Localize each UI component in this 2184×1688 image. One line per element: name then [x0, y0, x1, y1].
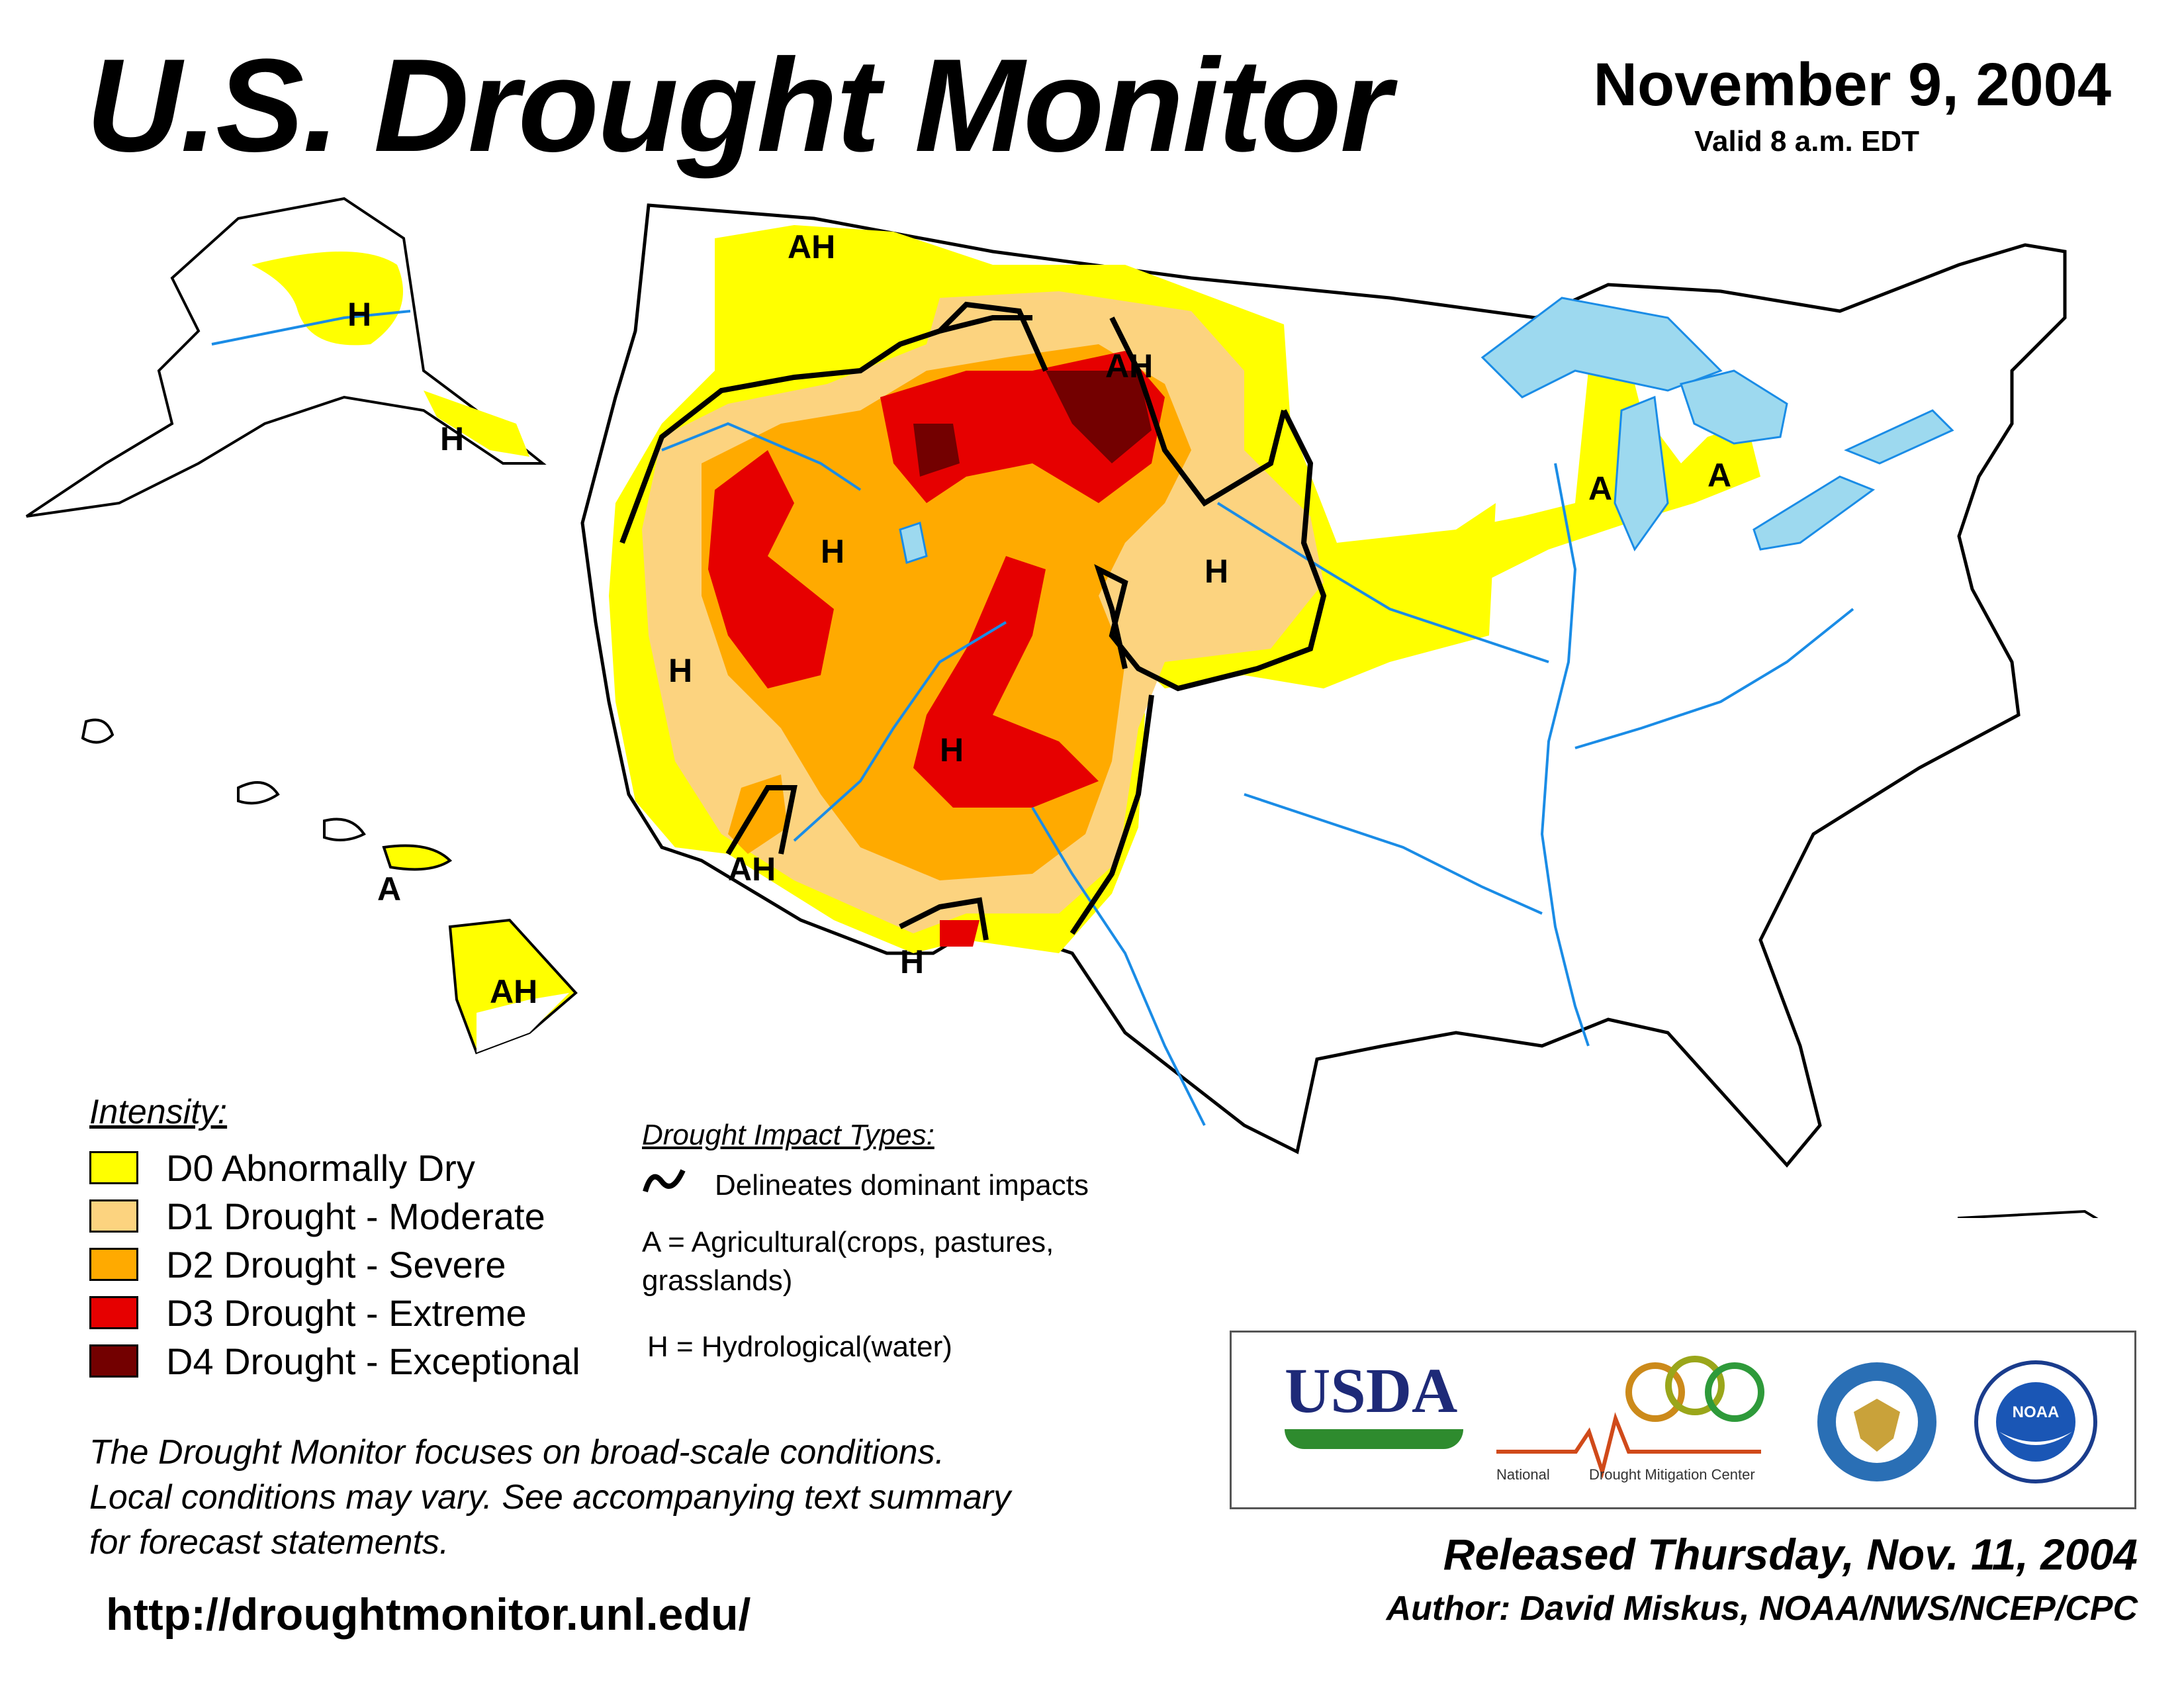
- legend-label: D3 Drought - Extreme: [166, 1291, 527, 1334]
- author: Author: David Miskus, NOAA/NWS/NCEP/CPC: [1386, 1589, 2138, 1628]
- impact-label-socal: AH: [728, 851, 776, 888]
- impact-label-wisconsin: A: [1588, 470, 1612, 507]
- impact-types-heading: Drought Impact Types:: [642, 1119, 934, 1151]
- legend-item-d2: D2 Drought - Severe: [89, 1243, 506, 1286]
- impact-label-montana-west: AH: [788, 228, 835, 265]
- commerce-seal-icon: [1817, 1362, 1936, 1481]
- impact-label-hawaii-maui: A: [377, 870, 401, 908]
- alaska: [25, 197, 547, 518]
- ndmc-logo-text: National: [1496, 1466, 1550, 1483]
- legend-swatch: [89, 1296, 138, 1329]
- release-date: Released Thursday, Nov. 11, 2004: [1443, 1530, 2138, 1579]
- impact-agricultural-cont: grasslands): [642, 1264, 793, 1297]
- impact-label-arizona: H: [940, 731, 964, 769]
- drought-areas: [609, 225, 1496, 953]
- ndmc-logo: National Drought Mitigation Center: [1496, 1356, 1764, 1483]
- legend-heading: Intensity:: [89, 1093, 228, 1131]
- legend-swatch: [89, 1199, 138, 1233]
- noaa-logo-text: NOAA: [2013, 1403, 2060, 1421]
- legend-item-d1: D1 Drought - Moderate: [89, 1195, 545, 1237]
- impact-label-idaho: H: [821, 533, 844, 570]
- impact-hydrological: H = Hydrological(water): [647, 1331, 952, 1363]
- valid-time: Valid 8 a.m. EDT: [1694, 125, 1919, 158]
- puerto-rico: [1958, 1209, 2099, 1218]
- map-title: U.S. Drought Monitor: [86, 32, 1392, 179]
- drought-map: H H A AH: [25, 197, 2099, 1218]
- legend-label: D4 Drought - Exceptional: [166, 1340, 580, 1382]
- sponsor-logos: USDA National Drought Mitigation Center …: [1230, 1331, 2136, 1509]
- impact-agricultural: A = Agricultural(crops, pastures,: [642, 1226, 1054, 1258]
- map-date: November 9, 2004: [1593, 51, 2111, 118]
- footnote-line: Local conditions may vary. See accompany…: [89, 1478, 1011, 1517]
- impact-boundaries: [619, 301, 1327, 941]
- hawaii: [81, 718, 578, 1055]
- footnote-line: The Drought Monitor focuses on broad-sca…: [89, 1433, 945, 1472]
- great-lakes: [899, 297, 1954, 564]
- noaa-logo: NOAA: [1974, 1360, 2097, 1483]
- impact-label-california: H: [668, 652, 692, 689]
- impact-label-nebraska: H: [1205, 553, 1228, 590]
- website-link[interactable]: http://droughtmonitor.unl.edu/: [106, 1589, 751, 1640]
- usda-logo-swoosh: [1285, 1429, 1463, 1449]
- footnote-line: for forecast statements.: [89, 1523, 449, 1562]
- impact-label-new-mexico: H: [900, 943, 924, 980]
- legend-swatch: [89, 1248, 138, 1281]
- impact-line-icon: [643, 1169, 686, 1193]
- impact-label-michigan: A: [1707, 457, 1731, 494]
- legend-swatch: [89, 1344, 138, 1378]
- legend-label: D2 Drought - Severe: [166, 1243, 506, 1286]
- impact-label-alaska-se: H: [440, 420, 464, 457]
- legend-swatch: [89, 1151, 138, 1184]
- impact-label-alaska: H: [347, 296, 371, 333]
- ndmc-logo-subtext: Drought Mitigation Center: [1589, 1466, 1755, 1483]
- usda-logo-text: USDA: [1285, 1355, 1458, 1426]
- footnote: The Drought Monitor focuses on broad-sca…: [89, 1430, 1214, 1565]
- legend-item-d0: D0 Abnormally Dry: [89, 1147, 475, 1189]
- legend-item-d3: D3 Drought - Extreme: [89, 1291, 527, 1334]
- impact-label-hawaii-big-island: AH: [490, 973, 537, 1010]
- usda-logo: USDA: [1285, 1359, 1463, 1449]
- impact-label-montana-east: AH: [1105, 348, 1153, 385]
- rivers: [661, 422, 1854, 1126]
- legend-label: D0 Abnormally Dry: [166, 1147, 475, 1189]
- legend-item-d4: D4 Drought - Exceptional: [89, 1340, 580, 1382]
- impact-line-label: Delineates dominant impacts: [715, 1169, 1089, 1201]
- legend-label: D1 Drought - Moderate: [166, 1195, 545, 1237]
